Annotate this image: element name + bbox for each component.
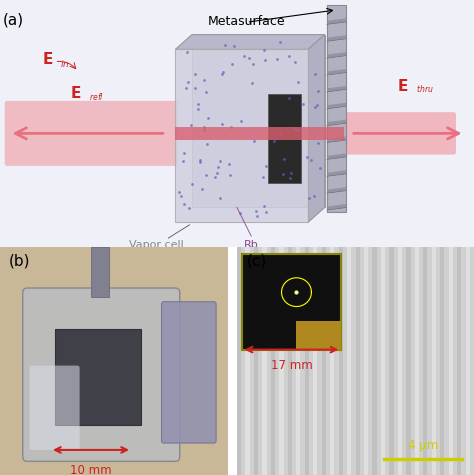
Polygon shape	[327, 35, 346, 41]
FancyBboxPatch shape	[373, 247, 377, 475]
Polygon shape	[175, 35, 325, 49]
Text: $\mathbf{E}$: $\mathbf{E}$	[70, 86, 82, 101]
FancyBboxPatch shape	[330, 247, 334, 475]
FancyBboxPatch shape	[271, 247, 275, 475]
FancyBboxPatch shape	[305, 247, 309, 475]
FancyBboxPatch shape	[91, 247, 109, 297]
Polygon shape	[327, 187, 346, 193]
FancyBboxPatch shape	[342, 112, 456, 155]
FancyBboxPatch shape	[457, 247, 461, 475]
Text: 17 mm: 17 mm	[271, 359, 312, 372]
FancyBboxPatch shape	[415, 247, 419, 475]
FancyBboxPatch shape	[237, 247, 474, 475]
FancyBboxPatch shape	[364, 247, 368, 475]
FancyBboxPatch shape	[55, 329, 141, 425]
Text: 10 mm: 10 mm	[70, 464, 112, 475]
Text: $_{thru}$: $_{thru}$	[416, 84, 434, 96]
FancyBboxPatch shape	[322, 247, 326, 475]
FancyBboxPatch shape	[237, 247, 241, 475]
Text: (b): (b)	[9, 254, 31, 269]
Polygon shape	[327, 136, 346, 142]
FancyBboxPatch shape	[347, 247, 351, 475]
FancyBboxPatch shape	[0, 0, 474, 247]
Polygon shape	[327, 5, 346, 212]
FancyBboxPatch shape	[297, 321, 341, 350]
Text: $\mathbf{E}$: $\mathbf{E}$	[397, 78, 409, 94]
Polygon shape	[327, 69, 346, 75]
FancyBboxPatch shape	[465, 247, 470, 475]
FancyBboxPatch shape	[279, 247, 283, 475]
FancyBboxPatch shape	[338, 247, 343, 475]
FancyBboxPatch shape	[356, 247, 360, 475]
FancyBboxPatch shape	[175, 127, 344, 140]
FancyBboxPatch shape	[29, 366, 80, 450]
FancyBboxPatch shape	[268, 94, 301, 183]
Polygon shape	[327, 86, 346, 92]
FancyBboxPatch shape	[246, 247, 250, 475]
Text: Rb: Rb	[244, 239, 259, 249]
FancyBboxPatch shape	[23, 288, 180, 461]
Text: $_{in}$: $_{in}$	[60, 56, 70, 69]
Polygon shape	[327, 52, 346, 58]
Text: Vapor cell: Vapor cell	[129, 239, 184, 249]
Text: $_{refl}$: $_{refl}$	[89, 91, 104, 104]
FancyBboxPatch shape	[313, 247, 318, 475]
Polygon shape	[192, 35, 325, 208]
Text: (c): (c)	[246, 254, 267, 269]
Polygon shape	[327, 103, 346, 109]
FancyBboxPatch shape	[423, 247, 428, 475]
Text: 4 μm: 4 μm	[408, 439, 438, 452]
Polygon shape	[327, 120, 346, 125]
Polygon shape	[327, 170, 346, 176]
FancyBboxPatch shape	[263, 247, 266, 475]
FancyBboxPatch shape	[296, 247, 301, 475]
Polygon shape	[175, 49, 308, 222]
Polygon shape	[308, 35, 325, 222]
Text: (a): (a)	[2, 12, 24, 28]
FancyBboxPatch shape	[389, 247, 393, 475]
FancyBboxPatch shape	[5, 101, 178, 166]
FancyBboxPatch shape	[0, 247, 228, 475]
Polygon shape	[327, 19, 346, 24]
FancyBboxPatch shape	[448, 247, 453, 475]
FancyBboxPatch shape	[432, 247, 436, 475]
Text: Metasurface: Metasurface	[208, 15, 285, 28]
FancyBboxPatch shape	[398, 247, 402, 475]
FancyBboxPatch shape	[254, 247, 258, 475]
FancyBboxPatch shape	[288, 247, 292, 475]
Polygon shape	[327, 153, 346, 159]
FancyBboxPatch shape	[406, 247, 410, 475]
Text: $\mathbf{E}$: $\mathbf{E}$	[42, 51, 53, 66]
FancyBboxPatch shape	[440, 247, 444, 475]
FancyBboxPatch shape	[162, 302, 216, 443]
Polygon shape	[327, 204, 346, 210]
FancyBboxPatch shape	[242, 254, 341, 350]
FancyBboxPatch shape	[381, 247, 385, 475]
